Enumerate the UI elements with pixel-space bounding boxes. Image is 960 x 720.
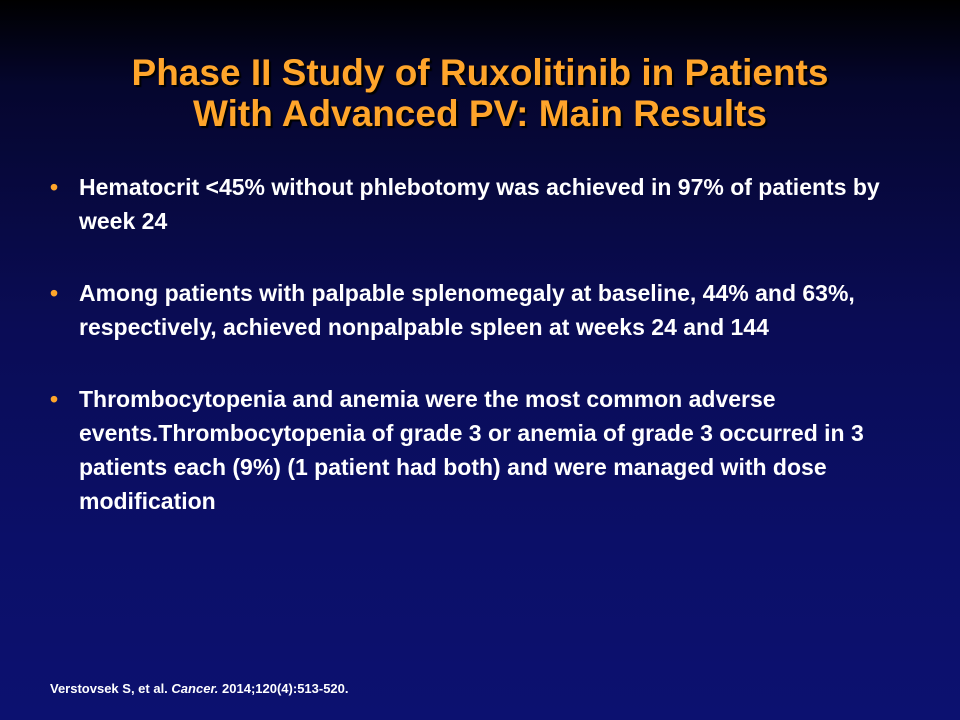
bullet-marker: •: [50, 280, 59, 306]
bullet-marker: •: [50, 174, 59, 200]
bullet-marker: •: [50, 386, 59, 412]
citation-authors: Verstovsek S, et al.: [50, 681, 168, 696]
bullet-text: Thrombocytopenia and anemia were the mos…: [79, 386, 864, 514]
citation-journal: Cancer.: [171, 681, 219, 696]
bullet-item-adverse-events: • Thrombocytopenia and anemia were the m…: [50, 382, 930, 518]
bullet-item-splenomegaly: • Among patients with palpable splenomeg…: [50, 276, 930, 344]
bullet-list: • Hematocrit <45% without phlebotomy was…: [50, 170, 930, 556]
citation: Verstovsek S, et al. Cancer. 2014;120(4)…: [50, 681, 349, 697]
bullet-text: Hematocrit <45% without phlebotomy was a…: [79, 174, 880, 234]
slide-title-line-2: With Advanced PV: Main Results: [193, 93, 767, 134]
citation-details: 2014;120(4):513-520.: [222, 681, 349, 696]
bullet-text: Among patients with palpable splenomegal…: [79, 280, 855, 340]
bullet-item-hematocrit: • Hematocrit <45% without phlebotomy was…: [50, 170, 930, 238]
slide-title: Phase II Study of Ruxolitinib in Patient…: [20, 52, 940, 134]
slide-title-line-1: Phase II Study of Ruxolitinib in Patient…: [131, 52, 829, 93]
